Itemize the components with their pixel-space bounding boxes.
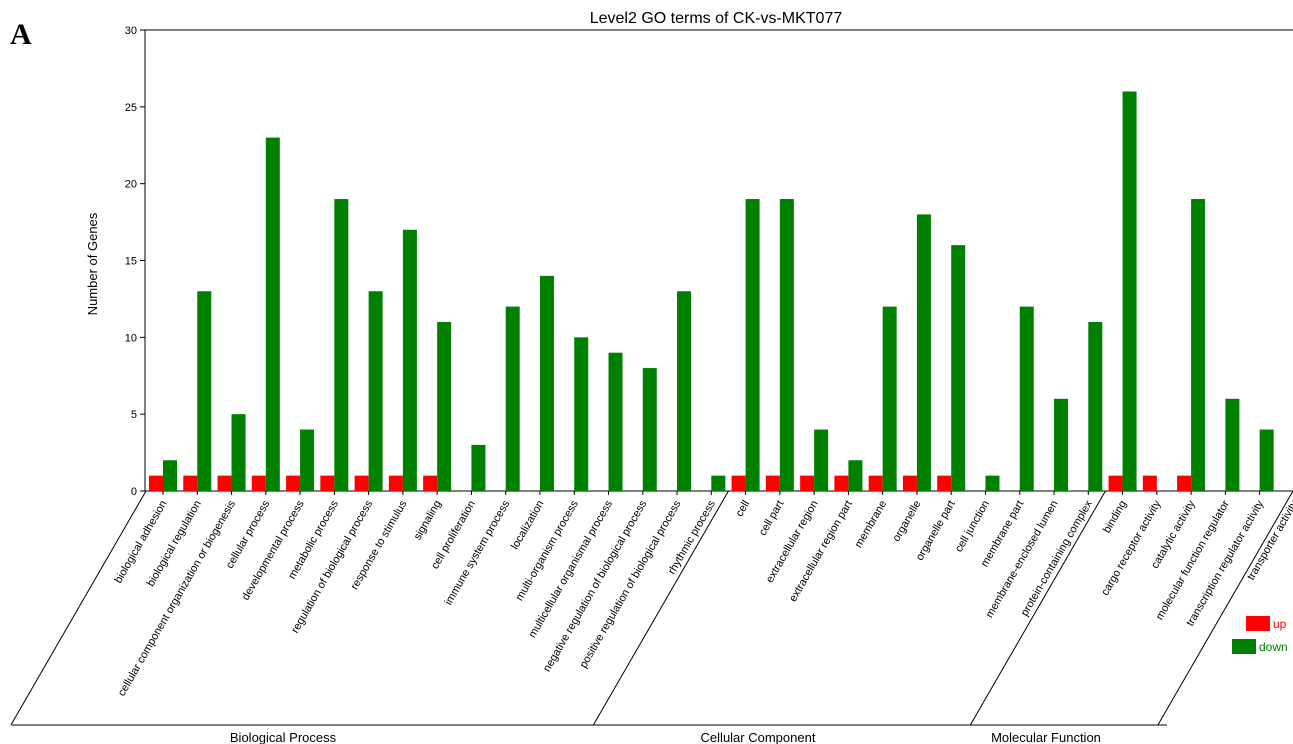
bar-down	[368, 291, 383, 491]
x-tick-label: signaling	[412, 499, 444, 543]
legend-label-down: down	[1259, 640, 1288, 654]
x-tick-label: binding	[1101, 499, 1129, 536]
bar-down	[300, 429, 315, 491]
bar-up	[800, 475, 815, 491]
bar-down	[1054, 398, 1069, 491]
bar-down	[1019, 306, 1034, 491]
group-separator	[592, 490, 729, 726]
bar-down	[779, 199, 794, 492]
x-tick-label: immune system process	[443, 498, 513, 607]
bar-down	[677, 291, 692, 491]
bar-down	[505, 306, 520, 491]
x-tick-label: localization	[509, 499, 547, 552]
bar-down	[163, 460, 177, 491]
bar-up	[320, 475, 335, 491]
bar-up	[388, 475, 403, 491]
x-tick-label: cell	[734, 499, 753, 519]
group-separator	[1157, 490, 1293, 726]
y-ticks: 0 5 10 15 20 25 30	[125, 25, 145, 498]
group-label: Molecular Function	[991, 730, 1101, 744]
bar-up	[217, 475, 232, 491]
bar-down	[197, 291, 212, 491]
y-tick-label: 20	[125, 179, 137, 191]
bar-down	[231, 414, 246, 491]
legend-swatch-down	[1232, 639, 1256, 654]
bar-down	[1122, 91, 1137, 491]
bar-down	[574, 337, 589, 491]
y-axis-label: Number of Genes	[85, 212, 100, 315]
bar-down	[642, 368, 657, 491]
legend-label-up: up	[1273, 617, 1287, 631]
bar-down	[1225, 398, 1240, 491]
bar-down	[882, 306, 897, 491]
category-group-frame: Biological Process Cellular Component Mole…	[10, 490, 1293, 744]
bar-up	[937, 475, 952, 491]
bar-down	[711, 475, 726, 491]
y-tick-label: 25	[125, 102, 137, 114]
bar-down	[1088, 321, 1103, 491]
bar-down	[814, 429, 829, 491]
bar-down	[1259, 429, 1274, 491]
y-tick-label: 5	[131, 409, 137, 421]
group-label: Cellular Component	[701, 730, 816, 744]
bars	[149, 91, 1274, 492]
bar-up	[765, 475, 780, 491]
x-tick-label: developmental process	[240, 498, 307, 602]
x-tick-label: membrane	[853, 499, 890, 551]
bar-up	[423, 475, 438, 491]
y-tick-label: 30	[125, 25, 137, 37]
bar-down	[1191, 199, 1206, 492]
bar-down	[745, 199, 760, 492]
bar-up	[149, 475, 163, 491]
bar-up	[1142, 475, 1157, 491]
bar-up	[834, 475, 849, 491]
group-separator	[10, 490, 147, 726]
x-tick-label: cell junction	[953, 499, 992, 555]
bar-up	[868, 475, 883, 491]
legend: up down	[1232, 616, 1288, 654]
bar-up	[183, 475, 198, 491]
bar-down	[951, 245, 966, 491]
bar-down	[402, 229, 417, 491]
group-label: Biological Process	[230, 730, 337, 744]
x-tick-label: cell part	[757, 499, 787, 538]
y-tick-label: 10	[125, 332, 137, 344]
y-tick-label: 0	[131, 486, 137, 498]
bar-up	[731, 475, 746, 491]
bar-down	[848, 460, 863, 491]
bar-up	[354, 475, 369, 491]
bar-down	[539, 275, 554, 491]
group-separator	[969, 490, 1106, 726]
bar-down	[608, 352, 623, 491]
x-tick-label: protein-containing complex	[1019, 498, 1095, 618]
bar-up	[286, 475, 301, 491]
bar-up	[1177, 475, 1192, 491]
y-tick-label: 15	[125, 256, 137, 268]
x-tick-label: multi-organism process	[514, 498, 581, 603]
bar-down	[471, 444, 486, 491]
bar-down	[334, 199, 349, 492]
bar-up	[1108, 475, 1123, 491]
x-tick-label: organelle	[891, 499, 924, 544]
bar-down	[985, 475, 1000, 491]
legend-swatch-up	[1246, 616, 1270, 631]
bar-down	[265, 137, 280, 492]
bar-up	[902, 475, 917, 491]
bar-down	[916, 214, 931, 491]
panel-label: A	[10, 18, 32, 51]
bar-down	[437, 321, 452, 491]
bar-up	[251, 475, 266, 491]
x-tick-label: extracellular region part	[787, 499, 855, 605]
x-tick-label: cargo receptor activity	[1099, 498, 1163, 598]
chart-title: Level2 GO terms of CK-vs-MKT077	[590, 10, 843, 27]
